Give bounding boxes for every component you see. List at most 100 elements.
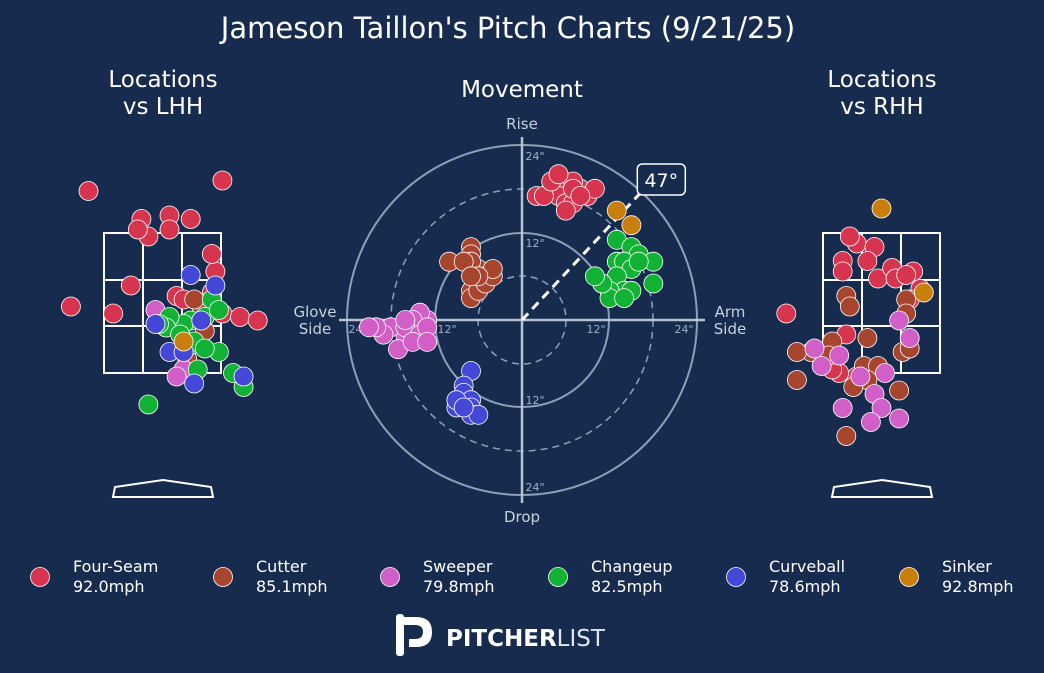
lhh-location-point-sweeper: [166, 366, 187, 387]
legend-label-sweeper: Sweeper: [423, 557, 493, 576]
movement-point-sweeper: [417, 331, 438, 352]
rhh-location-point-sweeper: [850, 366, 871, 387]
rhh-location-point-sweeper: [829, 345, 850, 366]
chart-title: Jameson Taillon's Pitch Charts (9/21/25): [219, 11, 795, 45]
lhh-location-point-sinker: [173, 331, 194, 352]
lhh-location-point-curveball: [184, 373, 205, 394]
ring-label-right-24: 24": [674, 323, 693, 336]
legend-label-curveball: Curveball: [769, 557, 845, 576]
arm-angle-badge: 47°: [636, 163, 687, 196]
legend-label-changeup: Changeup: [591, 557, 673, 576]
movement-point-four-seam: [555, 200, 576, 221]
movement-point-cutter: [461, 266, 481, 287]
rhh-location-point-sweeper: [804, 338, 825, 359]
rhh-location-point-sinker: [913, 282, 934, 303]
ring-label-left-12: 12": [437, 323, 456, 336]
lhh-location-point-four-seam: [247, 310, 268, 331]
movement-point-changeup: [643, 273, 664, 294]
movement-point-sinker: [606, 200, 627, 221]
lhh-location-point-cutter: [184, 289, 205, 310]
pitcherlist-logo: PITCHERLIST: [396, 614, 606, 656]
movement-point-four-seam: [548, 164, 569, 185]
lhh-location-points: [61, 170, 268, 415]
ring-label-top-24: 24": [525, 150, 544, 163]
lhh-panel-title-line1: Locations: [108, 67, 217, 93]
lhh-location-point-curveball: [205, 275, 226, 296]
movement-point-changeup: [585, 266, 605, 287]
legend-marker-sinker: [899, 567, 919, 587]
lhh-location-point-four-seam: [61, 296, 81, 317]
movement-point-changeup: [614, 288, 634, 309]
legend-label-cutter: Cutter: [256, 557, 307, 576]
rhh-location-point-four-seam: [832, 261, 853, 282]
lhh-location-point-curveball: [145, 314, 166, 334]
legend-speed-four-seam: 92.0mph: [73, 577, 145, 596]
rhh-location-point-four-seam: [839, 226, 860, 247]
movement-point-sweeper: [395, 310, 416, 330]
rhh-location-point-four-seam: [857, 251, 878, 271]
movement-axis-left-label-1: Glove: [293, 303, 336, 321]
movement-axis-top-label: Rise: [506, 115, 538, 133]
movement-axis-bottom-label: Drop: [504, 508, 540, 526]
legend-marker-sweeper: [380, 567, 400, 587]
lhh-location-point-four-seam: [230, 307, 250, 327]
lhh-location-point-changeup: [208, 300, 229, 320]
legend-marker-changeup: [548, 567, 568, 587]
legend-marker-four-seam: [30, 567, 50, 587]
legend-marker-curveball: [726, 567, 746, 587]
movement-point-curveball: [453, 397, 474, 418]
lhh-location-point-four-seam: [180, 209, 201, 229]
rhh-location-point-cutter: [836, 426, 857, 446]
lhh-location-point-four-seam: [127, 219, 148, 240]
lhh-location-point-changeup: [194, 338, 215, 359]
rhh-location-point-cutter: [889, 380, 909, 401]
rhh-location-point-sweeper: [861, 412, 881, 432]
lhh-location-point-four-seam: [103, 303, 124, 324]
legend-speed-changeup: 82.5mph: [591, 577, 663, 596]
rhh-home-plate: [830, 478, 934, 498]
lhh-location-point-four-seam: [201, 244, 222, 264]
ring-label-bottom-12: 12": [525, 394, 544, 407]
rhh-location-point-sweeper: [871, 398, 892, 418]
pitcherlist-logo-icon: [396, 614, 432, 656]
lhh-location-point-four-seam: [159, 219, 180, 240]
arm-angle-label: 47°: [644, 170, 678, 192]
rhh-location-points: [776, 198, 934, 446]
legend-speed-curveball: 78.6mph: [769, 577, 841, 596]
lhh-panel-title-line2: vs LHH: [123, 94, 203, 120]
movement-axis-left-label-2: Side: [299, 320, 331, 338]
rhh-location-point-sweeper: [889, 310, 909, 331]
ring-label-bottom-24: 24": [525, 481, 544, 494]
movement-point-changeup: [628, 251, 649, 272]
rhh-panel-title-line1: Locations: [827, 67, 936, 93]
movement-point-sinker: [621, 215, 642, 236]
lhh-location-point-four-seam: [120, 275, 141, 296]
lhh-location-point-curveball: [233, 366, 254, 387]
rhh-location-point-sweeper: [889, 408, 909, 429]
movement-point-sweeper: [358, 317, 379, 338]
logo-part-bold: PITCHER: [446, 626, 557, 652]
rhh-location-point-cutter: [839, 296, 860, 317]
rhh-location-point-cutter: [787, 342, 807, 362]
movement-axis-right-label-1: Arm: [715, 303, 746, 321]
rhh-location-point-sinker: [871, 198, 892, 219]
logo-part-light: LIST: [557, 626, 606, 652]
legend-speed-sweeper: 79.8mph: [423, 577, 495, 596]
lhh-location-point-changeup: [138, 394, 159, 415]
lhh-home-plate: [111, 478, 215, 498]
rhh-location-point-cutter: [787, 370, 807, 390]
rhh-location-point-four-seam: [896, 265, 917, 285]
arm-angle-badge-box: [636, 163, 687, 196]
movement-point-four-seam: [570, 186, 591, 206]
movement-panel-title: Movement: [461, 77, 583, 103]
ring-label-right-12: 12": [586, 323, 605, 336]
rhh-location-point-sweeper: [811, 356, 832, 376]
rhh-location-point-four-seam: [776, 303, 797, 324]
legend-label-four-seam: Four-Seam: [73, 557, 158, 576]
